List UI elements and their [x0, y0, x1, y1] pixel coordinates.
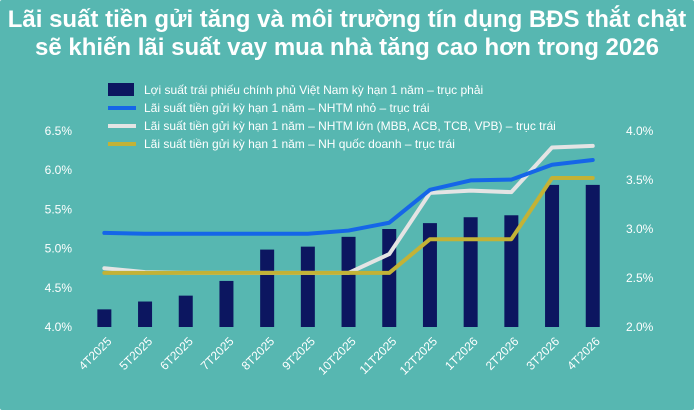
legend-label: Lãi suất tiền gửi kỳ hạn 1 năm – NHTM lớ…: [144, 119, 556, 133]
x-axis-category-label: 11T2025: [357, 334, 400, 377]
bar-bond-yield: [138, 301, 153, 327]
x-axis-category-label: 8T2025: [239, 334, 278, 373]
bar-bond-yield: [585, 184, 600, 327]
bar-bond-yield: [260, 249, 275, 327]
left-axis-tick-label: 4.0%: [45, 320, 73, 334]
right-axis-tick-label: 3.5%: [626, 173, 654, 187]
legend-label: Lợi suất trái phiếu chính phủ Việt Nam k…: [144, 83, 483, 97]
line-state-banks: [102, 176, 595, 275]
bar-bond-yield: [219, 280, 234, 327]
right-axis-tick-label: 4.0%: [626, 124, 654, 138]
chart-title-line1: Lãi suất tiền gửi tăng và môi trường tín…: [7, 6, 687, 33]
bar-bond-yield: [545, 184, 560, 327]
x-axis-category-label: 1T2026: [442, 334, 481, 373]
left-axis-tick-label: 5.5%: [45, 202, 73, 216]
right-axis-tick-label: 3.0%: [626, 222, 654, 236]
bar-bond-yield: [504, 215, 519, 327]
chart-panel: Lãi suất tiền gửi tăng và môi trường tín…: [0, 0, 694, 410]
bar-bond-yield: [382, 229, 397, 327]
bar-bond-yield: [300, 246, 315, 327]
right-axis-tick-label: 2.5%: [626, 271, 654, 285]
legend-swatch-bar: [108, 83, 134, 96]
x-axis-category-label: 2T2026: [483, 334, 522, 373]
chart-title-line2: sẽ khiến lãi suất vay mua nhà tăng cao h…: [35, 34, 659, 61]
bar-bond-yield: [341, 236, 356, 327]
x-axis-category-label: 9T2025: [279, 334, 318, 373]
legend-label: Lãi suất tiền gửi kỳ hạn 1 năm – NHTM nh…: [144, 101, 430, 115]
x-axis-category-label: 3T2026: [523, 334, 562, 373]
legend-label: Lãi suất tiền gửi kỳ hạn 1 năm – NH quốc…: [144, 137, 455, 151]
chart-title: Lãi suất tiền gửi tăng và môi trường tín…: [0, 6, 694, 62]
x-axis-category-label: 4T2026: [564, 334, 603, 373]
chart-svg: 4.0% 4.5% 5.0% 5.5% 6.0% 6.5% 2.0% 2.5% 3.0% 3.5%…: [45, 83, 654, 378]
line-small-banks: [102, 158, 595, 236]
x-axis-category-label: 5T2025: [116, 334, 155, 373]
bar-bond-yield: [178, 295, 193, 327]
x-axis-category-label: 6T2025: [157, 334, 196, 373]
x-axis-category-label: 7T2025: [198, 334, 237, 373]
bar-bond-yield: [463, 217, 478, 327]
x-axis-category-label: 10T2025: [315, 334, 359, 378]
x-axis-category-label: 4T2025: [76, 334, 115, 373]
left-axis-tick-label: 6.0%: [45, 163, 73, 177]
bar-bond-yield: [422, 223, 437, 327]
bar-bond-yield: [97, 309, 112, 327]
right-axis-tick-label: 2.0%: [626, 320, 654, 334]
x-axis-category-label: 12T2025: [397, 334, 441, 378]
left-axis-tick-label: 5.0%: [45, 242, 73, 256]
left-axis-tick-label: 6.5%: [45, 124, 73, 138]
left-axis-tick-label: 4.5%: [45, 281, 73, 295]
